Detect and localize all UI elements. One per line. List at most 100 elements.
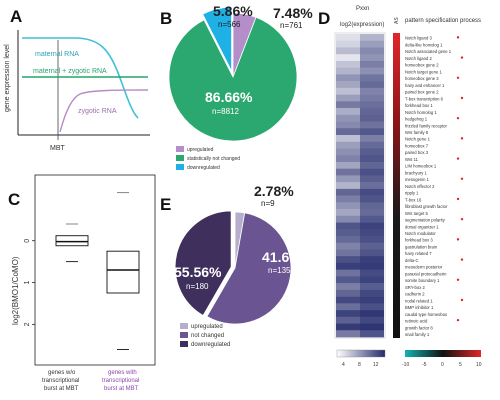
gene-label: gastrulation brain — [405, 244, 438, 249]
heatmap-cell — [360, 236, 384, 244]
panel-d-pattern-title: pattern specification process — [405, 18, 481, 24]
legend-e-nc: not changed — [191, 333, 224, 339]
label-zygotic-rna: zygotic RNA — [78, 108, 117, 115]
scale-right-tick-4: 5 — [459, 362, 462, 368]
heatmap-cell — [360, 161, 384, 169]
legend-b-up: upregulated — [187, 147, 214, 153]
gene-marker-dot — [456, 238, 460, 241]
panel-c-ytick-label: 2 — [24, 322, 31, 326]
heatmap-cell — [336, 101, 360, 109]
heatmap-cell — [336, 135, 360, 143]
gene-label: hairy and enhancer 1 — [405, 83, 445, 88]
pie-slice-statistically-not-changed — [168, 16, 298, 142]
gene-label: retinoic acid — [405, 319, 428, 324]
panel-c-xlabel-2-line-3: burst at MBT — [104, 386, 139, 392]
gene-label: segmentation polarity — [405, 218, 446, 223]
panel-d: D Pxxn log2(expression) AS pattern speci… — [318, 6, 482, 368]
gene-label: paraxial protocadherin — [405, 271, 447, 276]
heatmap-cell — [360, 87, 384, 95]
scale-left-max: 12 — [373, 362, 379, 368]
scale-left-mid: 8 — [358, 362, 361, 368]
heatmap-cell — [360, 135, 384, 143]
gene-label: mesogenin 1 — [405, 177, 430, 182]
pie-e-up-pct: 2.78% — [254, 183, 294, 199]
panel-d-col-header: Pxxn — [356, 6, 369, 12]
panel-letter-b: B — [160, 9, 172, 28]
gene-label: snail family 1 — [405, 332, 430, 337]
heatmap-cell — [360, 101, 384, 109]
heatmap-cell — [360, 108, 384, 116]
panel-a-ylabel: gene expression level — [4, 44, 11, 112]
gene-label: growth factor 8 — [405, 325, 433, 330]
heatmap-cell — [336, 323, 360, 331]
scale-bar-divergent — [405, 350, 481, 357]
gene-label: SRY-box 2 — [405, 285, 425, 290]
scale-right-tick-5: 10 — [476, 362, 482, 368]
pie-b-up-pct: 5.86% — [213, 3, 253, 19]
panel-d-expression-label: log2(expression) — [340, 22, 384, 28]
heatmap-cell — [336, 195, 360, 203]
gene-label: forkhead box 1 — [405, 103, 433, 108]
heatmap-cell — [336, 155, 360, 163]
heatmap-cell — [360, 276, 384, 284]
heatmap-cell — [360, 128, 384, 136]
gene-label: Wnt family 8 — [405, 130, 429, 135]
panel-c-xlabel-2: genes with transcriptional burst at MBT — [102, 370, 139, 392]
legend-e-swatch-nc — [180, 332, 188, 338]
panel-letter-a: A — [10, 7, 22, 26]
gene-marker-dot — [460, 56, 464, 59]
pie-chart-b — [168, 6, 298, 142]
heatmap-cell — [336, 209, 360, 217]
heatmap-cell — [360, 94, 384, 102]
heatmap-cell — [360, 209, 384, 217]
pie-b-up-n: n=566 — [218, 20, 241, 29]
gene-label: homeobox gene 3 — [405, 76, 439, 81]
label-maternal-rna: maternal RNA — [35, 51, 79, 58]
panel-e: E 2.78% n=9 55.56% n=180 41.66% n=135 up… — [160, 183, 310, 348]
gene-marker-dot — [456, 197, 460, 201]
panel-c-xlabel-1: genes w/o transcriptional burst at MBT — [42, 370, 79, 392]
scale-left-min: 4 — [342, 362, 345, 368]
panel-c-xlabel-1-line-2: transcriptional — [42, 378, 79, 384]
heatmap-cell — [336, 60, 360, 68]
heatmap-cell — [360, 121, 384, 129]
heatmap-cell — [336, 316, 360, 324]
legend-b-nc: statistically not changed — [187, 156, 240, 162]
panel-d-side-label: AS — [394, 17, 400, 24]
gene-marker-dot — [460, 258, 464, 261]
gene-label: brachyury 1 — [405, 170, 428, 175]
heatmap-cell — [336, 121, 360, 129]
panel-letter-e: E — [160, 195, 171, 214]
heatmap-cell — [336, 256, 360, 264]
heatmap-cell — [360, 155, 384, 163]
gene-marker-dot — [456, 76, 460, 79]
heatmap-cell — [360, 256, 384, 264]
pie-b-nc-pct: 86.66% — [205, 89, 253, 105]
heatmap-cell — [360, 175, 384, 183]
heatmap-cell — [360, 54, 384, 62]
legend-e-down: downregulated — [191, 342, 230, 348]
gene-label: dorsal organizer 1 — [405, 224, 439, 229]
heatmap-cell — [336, 47, 360, 55]
heatmap-cell — [336, 249, 360, 257]
heatmap-cell — [336, 182, 360, 190]
heatmap-cell — [360, 283, 384, 291]
gene-label: LIM homeobox 1 — [405, 164, 437, 169]
panel-c-xlabel-2-line-2: transcriptional — [102, 378, 139, 384]
panel-c-frame — [34, 174, 156, 366]
heatmap-cell — [336, 242, 360, 250]
pie-b-nc-n: n=8812 — [212, 107, 239, 116]
maternal-rna-curve — [22, 37, 139, 119]
gene-marker-dot — [456, 278, 460, 281]
scale-right-tick-3: 0 — [441, 362, 444, 368]
gene-label: caudal type homeobox — [405, 312, 448, 317]
gene-label: Notch effector 2 — [405, 184, 435, 189]
pie-b-down-n: n=761 — [280, 21, 303, 30]
heatmap-cell — [360, 47, 384, 55]
pie-e-down-n: n=135 — [268, 266, 291, 275]
heatmap-cell — [360, 168, 384, 176]
heatmap-cell — [360, 202, 384, 210]
gene-label: hedgehog 1 — [405, 117, 428, 122]
panel-c-xlabel-1-line-1: genes w/o — [48, 370, 76, 376]
heatmap-cell — [360, 195, 384, 203]
